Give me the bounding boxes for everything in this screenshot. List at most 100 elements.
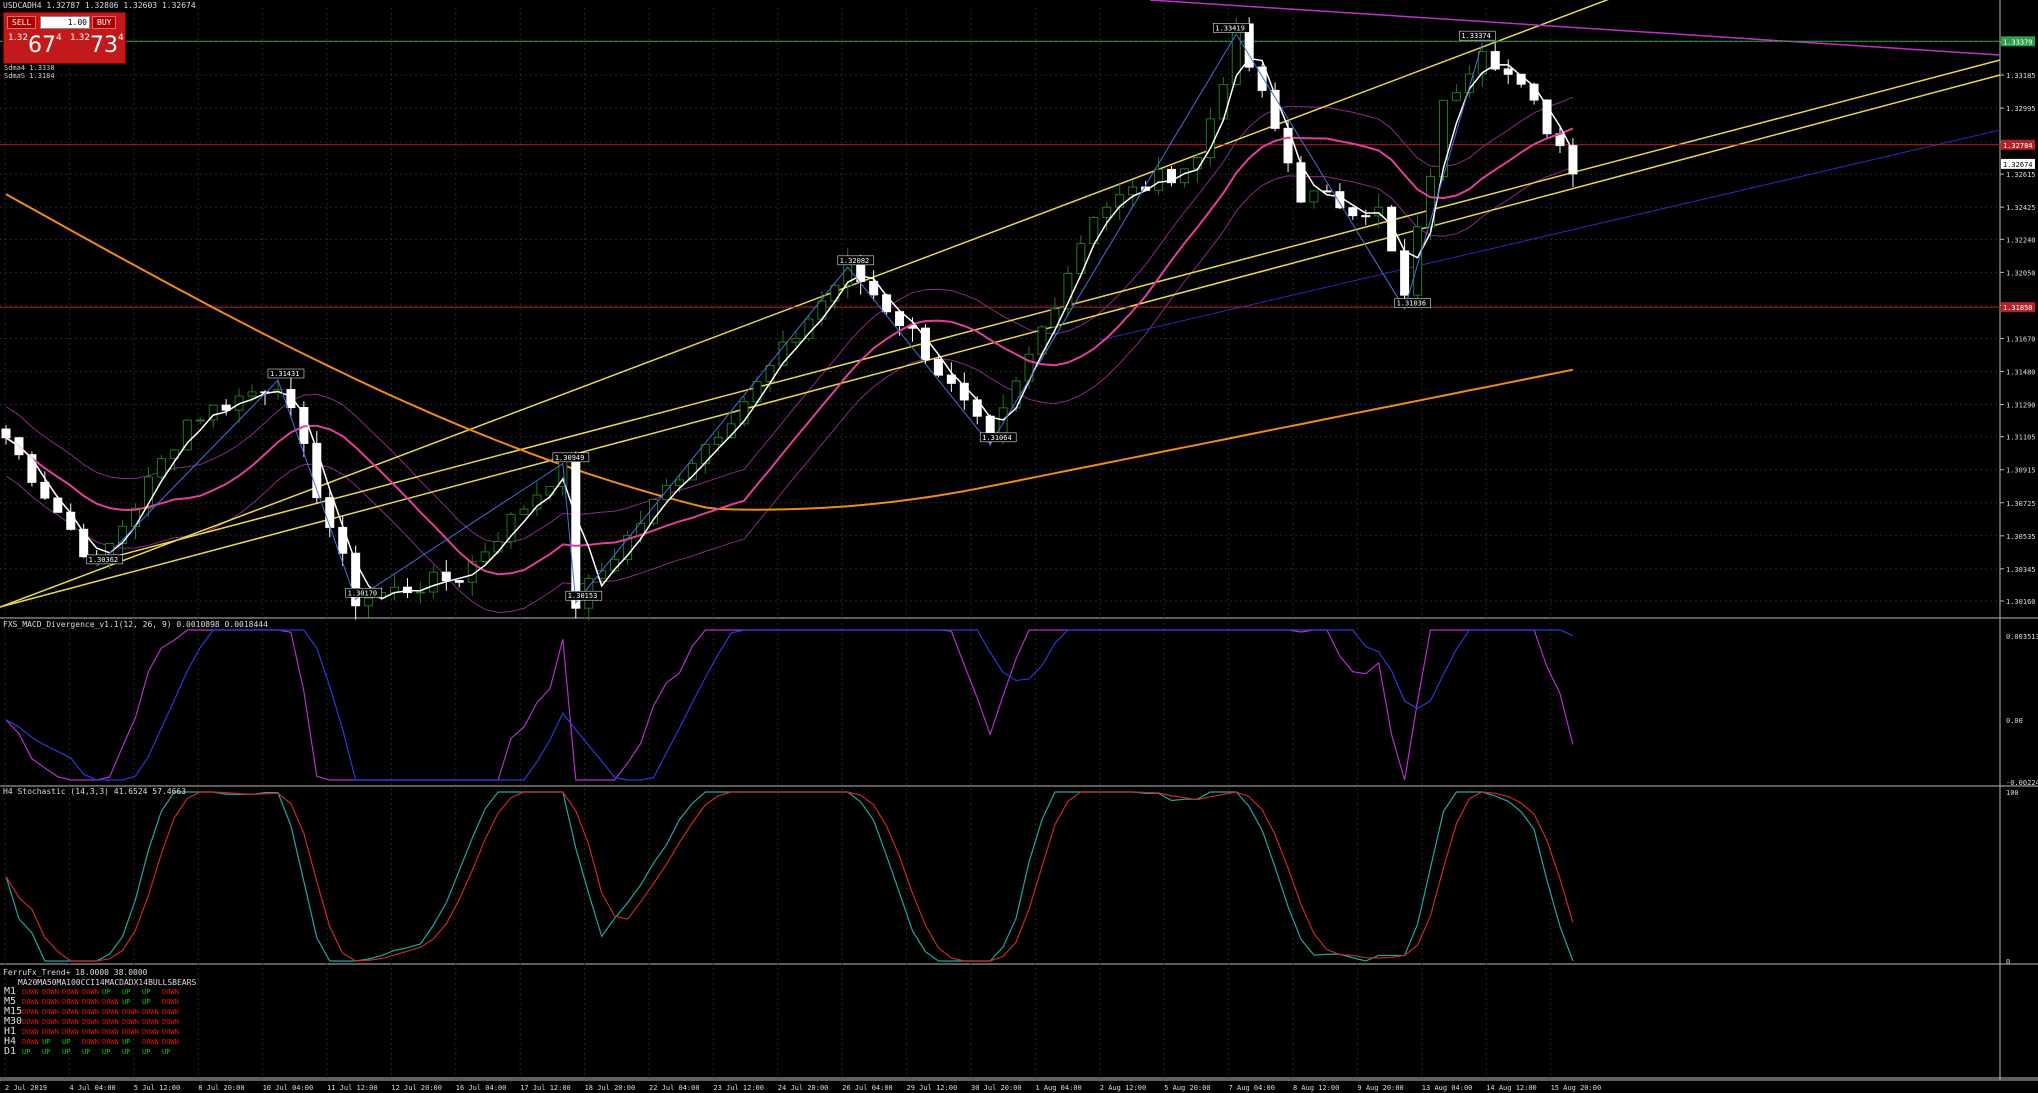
symbol-header: USDCADH4 1.32787 1.32806 1.32603 1.32674	[3, 1, 196, 10]
time-axis-label: 11 Jul 12:00	[327, 1084, 378, 1092]
swing-price-label: 1.33374	[1461, 32, 1491, 40]
price-tag	[2001, 139, 2035, 150]
time-axis-label: 15 Aug 20:00	[1551, 1084, 1602, 1092]
candle-body	[480, 551, 490, 563]
grid	[0, 8, 2000, 1078]
candle-body	[169, 449, 179, 460]
trend-cell: UP	[42, 1038, 51, 1046]
candle-body	[338, 526, 348, 554]
candle-body	[713, 436, 723, 445]
candle-body	[1374, 206, 1384, 217]
macd-main-line	[5, 629, 1574, 781]
time-axis-label: 16 Jul 04:00	[456, 1084, 507, 1092]
candle-body	[946, 374, 956, 384]
time-axis-label: 24 Jul 20:00	[778, 1084, 829, 1092]
price-axis-label: 1.30160	[2006, 598, 2036, 606]
candle-body	[920, 327, 930, 360]
candle-body	[286, 389, 296, 409]
candle-body	[1426, 176, 1435, 228]
sell-price[interactable]: 1.32674	[8, 33, 62, 59]
ma-orange-line	[5, 193, 1574, 511]
swing-label-box	[837, 255, 875, 266]
candle-body	[661, 484, 671, 501]
candle-body	[700, 443, 710, 465]
trend-cell: UP	[42, 1048, 51, 1056]
time-axis-label: 7 Aug 04:00	[1229, 1084, 1275, 1092]
envelope-upper-line	[5, 96, 1574, 544]
time-axis-label: 4 Jul 04:00	[69, 1084, 115, 1092]
price-axis-label: 1.30345	[2006, 566, 2036, 574]
buy-price-prefix: 1.32	[70, 33, 91, 43]
trend-timeframe-label: M5	[4, 996, 17, 1007]
buy-price[interactable]: 1.32734	[70, 33, 124, 59]
candle-body	[143, 476, 153, 509]
candle-body	[40, 481, 50, 499]
trend-column-header: MA50	[37, 978, 57, 987]
candle-body	[1257, 66, 1267, 91]
channel-mid-line	[89, 59, 2001, 564]
trend-timeframe-label: D1	[4, 1046, 17, 1057]
sdma-readout: Sdma4 1.3338 SdmaS 1.3184	[4, 64, 55, 80]
macd-axis-label: 0.0035131	[2006, 633, 2038, 641]
candle-body	[571, 454, 581, 609]
sell-price-pips: 67	[28, 33, 57, 58]
candle-body	[1477, 51, 1487, 75]
candle-body	[364, 597, 374, 607]
candle-body	[351, 552, 361, 607]
candle-body	[1503, 68, 1513, 75]
sell-button[interactable]: SELL	[7, 16, 37, 29]
price-axis-label: 1.31105	[2006, 434, 2036, 442]
candle-body	[66, 511, 76, 530]
candle-body	[221, 404, 231, 411]
channel-lower-line	[0, 74, 2001, 608]
buy-price-pips: 73	[90, 33, 119, 58]
trend-cell: UP	[102, 1048, 111, 1056]
buy-button[interactable]: BUY	[92, 16, 117, 29]
buy-price-fraction: 4	[118, 33, 124, 43]
trend-cell: DOWN	[162, 988, 179, 996]
trend-cell: DOWN	[22, 1008, 39, 1016]
trend-cell: DOWN	[62, 988, 79, 996]
candle-body	[933, 358, 943, 376]
trend-cell: DOWN	[42, 1028, 59, 1036]
time-axis-label: 12 Jul 20:00	[391, 1084, 442, 1092]
candle-body	[1218, 83, 1228, 120]
candle-body	[312, 442, 322, 499]
candle-body	[1050, 308, 1060, 328]
trend-row: M5 DOWN DOWN DOWN DOWN DOWN UP UP DOWN	[4, 997, 196, 1007]
price-axis-label: 1.32995	[2006, 105, 2036, 113]
candle-body	[532, 494, 542, 510]
sell-price-prefix: 1.32	[8, 33, 29, 43]
candle-body	[118, 525, 128, 544]
candle-body	[1063, 272, 1073, 310]
candle-body	[79, 528, 89, 558]
trend-cell: DOWN	[62, 1018, 79, 1026]
trend-cell: UP	[62, 1038, 71, 1046]
trend-timeframe-label: M1	[4, 986, 17, 997]
time-axis-label: 8 Jul 20:00	[198, 1084, 244, 1092]
trend-cell: DOWN	[62, 1008, 79, 1016]
trend-cell: DOWN	[22, 998, 39, 1006]
swing-label-box	[1394, 298, 1431, 308]
trend-cell: DOWN	[102, 1008, 119, 1016]
candle-body	[1154, 168, 1164, 191]
trend-cell: UP	[142, 988, 151, 996]
time-axis-label: 30 Jul 20:00	[971, 1084, 1022, 1092]
blue-trend-line	[1099, 129, 2001, 341]
trend-cell: DOWN	[122, 1018, 139, 1026]
swing-label-box	[1213, 23, 1250, 33]
trend-cell: DOWN	[42, 1008, 59, 1016]
trend-row: M30DOWN DOWN DOWN DOWN DOWN DOWN DOWN DOWN	[4, 1017, 196, 1027]
candle-body	[1024, 353, 1034, 382]
envelope-lower-line	[5, 166, 1574, 614]
candle-body	[739, 401, 749, 425]
trend-cell: UP	[62, 1048, 71, 1056]
candle-body	[959, 382, 969, 401]
swing-price-label: 1.31431	[270, 370, 300, 378]
price-axis-label: 1.31670	[2006, 335, 2036, 343]
stochastic-axis-label: 0	[2006, 958, 2010, 966]
trend-column-header: CCI14	[80, 978, 105, 987]
lot-size-input[interactable]	[40, 16, 90, 29]
one-click-trading-panel: SELL BUY 1.32674 1.32734	[3, 12, 126, 64]
